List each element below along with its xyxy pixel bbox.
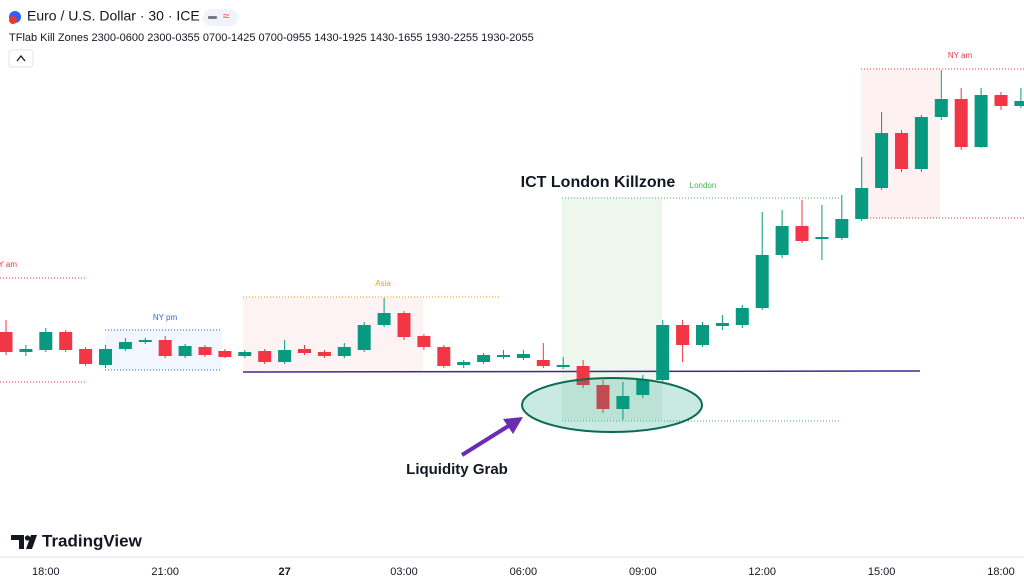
symbol-icon [9, 16, 17, 24]
candle-body [1014, 101, 1024, 106]
candle-body [258, 351, 272, 362]
candle-body [516, 354, 530, 358]
arrow-head [503, 417, 523, 434]
candle-body [39, 332, 53, 350]
candle-body [616, 396, 630, 409]
candle-body [556, 365, 570, 367]
candle-body [994, 95, 1008, 106]
candle-body [477, 355, 491, 362]
collapse-button[interactable] [8, 49, 34, 68]
candle-body [278, 350, 292, 362]
x-tick-label: 12:00 [748, 566, 776, 578]
candle-body [954, 99, 968, 147]
session-label: Asia [375, 279, 391, 288]
logo-icon [24, 535, 31, 541]
annotation: ICT London Killzone [521, 174, 676, 191]
x-tick-label: 27 [278, 566, 290, 578]
candle-body [715, 323, 729, 326]
candle-body [934, 99, 948, 117]
x-tick-label: 21:00 [151, 566, 179, 578]
status-icon: ≈ [223, 9, 230, 23]
candle-body [875, 133, 889, 188]
collapse-icon [16, 54, 26, 62]
candle-body [636, 380, 650, 395]
candle-body [397, 313, 411, 337]
candle-body [437, 347, 451, 366]
candles [0, 70, 1024, 420]
candle-body [357, 325, 371, 350]
session-box [243, 297, 423, 372]
candle-body [0, 332, 13, 352]
candle-body [536, 360, 550, 366]
x-tick-label: 18:00 [32, 566, 60, 578]
x-tick-label: 15:00 [868, 566, 896, 578]
x-tick-label: 09:00 [629, 566, 657, 578]
candle-body [596, 385, 610, 409]
candle-body [377, 313, 391, 325]
grab-ellipse [521, 377, 703, 433]
status-pill[interactable] [203, 9, 238, 26]
candle-body [118, 342, 132, 349]
candle-body [198, 347, 212, 355]
candle-body [337, 347, 351, 356]
candle-body [775, 226, 789, 255]
x-tick-label: 18:00 [987, 566, 1015, 578]
annotation: Liquidity Grab [406, 461, 508, 478]
candle-body [138, 340, 152, 342]
candle-body [895, 133, 908, 169]
status-icon [208, 16, 217, 19]
logo: TradingView [42, 531, 143, 550]
candle-body [457, 362, 471, 365]
candle-body [79, 349, 93, 364]
symbol-title: Euro / U.S. Dollar · 30 · ICE [27, 8, 200, 24]
candle-body [317, 352, 331, 356]
candle-body [158, 340, 172, 356]
candle-body [795, 226, 809, 241]
arrow [460, 423, 512, 457]
candle-body [178, 346, 192, 356]
indicator-legend: TFlab Kill Zones 2300-0600 2300-0355 070… [9, 32, 534, 44]
candle-body [676, 325, 690, 345]
candle-body [735, 308, 749, 325]
candle-body [218, 351, 232, 357]
candle-body [497, 355, 510, 357]
candle-body [298, 349, 311, 353]
candle-body [855, 188, 869, 219]
session-label: NY pm [153, 313, 178, 322]
candle-body [835, 219, 849, 238]
session-label: NY am [0, 260, 17, 269]
session-label: NY am [948, 51, 973, 60]
candle-body [417, 336, 431, 347]
candle-body [914, 117, 928, 169]
candle-body [59, 332, 73, 350]
x-tick-label: 06:00 [510, 566, 538, 578]
candle-body [19, 349, 33, 352]
candle-body [99, 349, 112, 365]
candle-body [238, 352, 252, 356]
candle-body [696, 325, 709, 345]
candle-body [755, 255, 769, 308]
candle-body [815, 237, 829, 239]
candle-body [656, 325, 670, 380]
candle-body [974, 95, 988, 147]
session-label: London [690, 181, 717, 190]
x-tick-label: 03:00 [390, 566, 418, 578]
logo-icon [11, 535, 37, 549]
